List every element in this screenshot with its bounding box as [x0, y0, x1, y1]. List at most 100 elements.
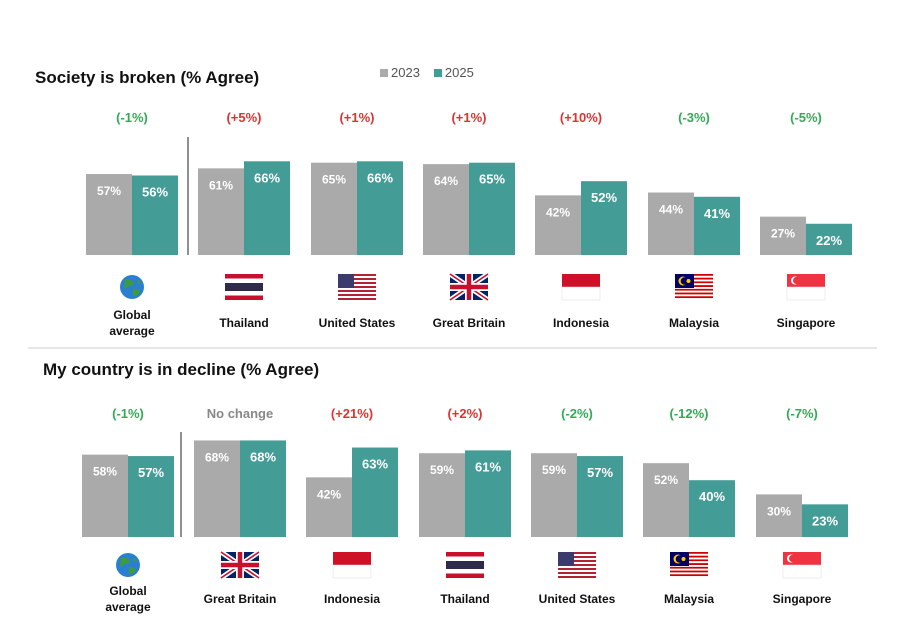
data-label-2023: 58%: [93, 465, 117, 479]
category-label: Malaysia: [664, 592, 714, 606]
category-group: (-2%) 59% 57% United States: [531, 406, 623, 606]
flag-us-icon: [338, 274, 376, 300]
category-label: Global: [113, 308, 150, 322]
flag-malaysia-icon: [675, 274, 713, 300]
category-label-line2: average: [109, 324, 155, 338]
data-label-2025: 66%: [254, 170, 280, 185]
data-label-2025: 57%: [138, 465, 164, 480]
flag-singapore-icon: [786, 274, 826, 301]
flag-thailand-icon: [225, 274, 263, 300]
data-label-2023: 68%: [205, 450, 229, 464]
data-label-2025: 22%: [816, 233, 842, 248]
category-group: (-12%) 52% 40% Malaysia: [643, 406, 735, 606]
change-label: (+5%): [226, 110, 261, 125]
bar-2023: [756, 494, 802, 537]
change-label: No change: [207, 406, 273, 421]
bar-2023: [194, 440, 240, 537]
category-label: Great Britain: [204, 592, 277, 606]
change-label: (+2%): [447, 406, 482, 421]
bar-2025: [244, 161, 290, 255]
bar-2025: [128, 456, 174, 537]
change-label: (-5%): [790, 110, 822, 125]
bar-2025: [694, 196, 740, 255]
category-label: United States: [539, 592, 616, 606]
bar-2025: [352, 447, 398, 537]
category-group: (-3%) 44% 41% Malaysia: [648, 110, 740, 330]
data-label-2023: 59%: [542, 463, 566, 477]
flag-gb-icon: [448, 271, 490, 303]
change-label: (-1%): [112, 406, 144, 421]
globe-icon: [120, 275, 144, 299]
bar-2023: [643, 463, 689, 537]
data-label-2025: 23%: [812, 513, 838, 528]
bar-2025: [577, 456, 623, 537]
category-group: (+21%) 42% 63% Indonesia: [306, 406, 398, 606]
category-label: Singapore: [777, 316, 836, 330]
bar-2025: [240, 440, 286, 537]
chart-title: Society is broken (% Agree): [35, 68, 259, 87]
category-group: (+5%) 61% 66% Thailand: [198, 110, 290, 330]
legend: 2023 2025: [380, 65, 474, 80]
legend-item-2023: 2023: [380, 65, 420, 80]
chart-1: Society is broken (% Agree) (-1%) 57% 56% Gl…: [35, 68, 852, 338]
category-label: Indonesia: [324, 592, 380, 606]
legend-label-2023: 2023: [391, 65, 420, 80]
data-label-2023: 59%: [430, 463, 454, 477]
category-label: Great Britain: [433, 316, 506, 330]
category-label-line2: average: [105, 600, 151, 614]
category-label: Thailand: [219, 316, 268, 330]
bar-2025: [465, 450, 511, 537]
flag-us-icon: [558, 552, 596, 578]
bar-2023: [423, 164, 469, 255]
legend-swatch-2023: [380, 68, 388, 77]
bar-2023: [82, 454, 128, 537]
legend-item-2025: 2025: [433, 65, 474, 80]
flag-malaysia-icon: [670, 552, 708, 578]
bar-2023: [311, 162, 357, 255]
data-label-2023: 57%: [97, 184, 121, 198]
flag-gb-icon: [219, 549, 261, 581]
data-label-2025: 66%: [367, 170, 393, 185]
data-label-2025: 61%: [475, 459, 501, 474]
data-label-2023: 30%: [767, 504, 791, 518]
data-label-2023: 52%: [654, 473, 678, 487]
data-label-2023: 27%: [771, 227, 795, 241]
data-label-2025: 65%: [479, 172, 505, 187]
change-label: (-12%): [669, 406, 708, 421]
globe-icon: [116, 553, 140, 577]
bar-2025: [581, 181, 627, 255]
chart-title: My country is in decline (% Agree): [43, 360, 319, 379]
change-label: (-3%): [678, 110, 710, 125]
data-label-2025: 56%: [142, 184, 168, 199]
category-label: Singapore: [773, 592, 832, 606]
change-label: (+10%): [560, 110, 602, 125]
bar-2025: [132, 175, 178, 255]
bar-2023: [419, 453, 465, 537]
bar-2025: [806, 223, 852, 255]
legend-swatch-2025: [433, 68, 442, 77]
flag-indonesia-icon: [332, 552, 372, 579]
category-group: (-5%) 27% 22% Singapore: [760, 110, 852, 330]
bar-2023: [306, 477, 352, 537]
change-label: (-2%): [561, 406, 593, 421]
change-label: (+1%): [451, 110, 486, 125]
chart-2: My country is in decline (% Agree) (-1%) 5…: [43, 360, 848, 614]
bar-2023: [760, 216, 806, 255]
change-label: (-7%): [786, 406, 818, 421]
bar-2025: [469, 162, 515, 255]
category-group: (+10%) 42% 52% Indonesia: [535, 110, 627, 330]
bar-2025: [357, 161, 403, 255]
change-label: (+1%): [339, 110, 374, 125]
category-label: United States: [319, 316, 396, 330]
category-label: Thailand: [440, 592, 489, 606]
bar-2023: [648, 192, 694, 255]
change-label: (+21%): [331, 406, 373, 421]
category-label: Global: [109, 584, 146, 598]
data-label-2023: 65%: [322, 173, 346, 187]
flag-singapore-icon: [782, 552, 822, 579]
data-label-2025: 40%: [699, 489, 725, 504]
data-label-2023: 61%: [209, 178, 233, 192]
flag-indonesia-icon: [561, 274, 601, 301]
category-label: Indonesia: [553, 316, 609, 330]
category-group: (-1%) 58% 57% Global average: [82, 406, 174, 614]
